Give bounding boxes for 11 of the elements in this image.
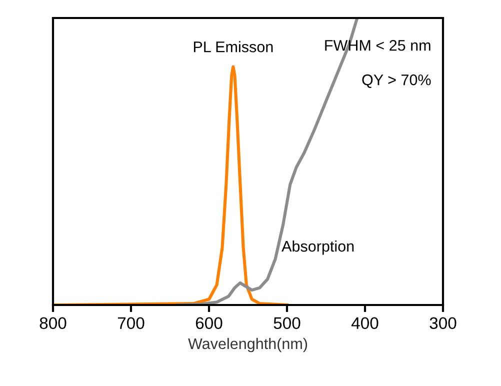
x-tick-label: 400 <box>351 317 378 330</box>
x-tick-label: 800 <box>40 317 66 330</box>
annotation: FWHM < 25 nm <box>325 40 430 51</box>
series-label: PL Emisson <box>194 41 273 52</box>
x-tick-label: 300 <box>430 317 456 330</box>
x-tick-label: 600 <box>196 317 222 330</box>
annotation: QY > 70% <box>362 74 431 88</box>
x-tick-label: 500 <box>274 317 300 330</box>
x-tick-label: 700 <box>118 317 144 330</box>
series-label: Absorption <box>282 240 354 255</box>
x-axis-title: Wavelenghth(nm) <box>188 338 308 352</box>
